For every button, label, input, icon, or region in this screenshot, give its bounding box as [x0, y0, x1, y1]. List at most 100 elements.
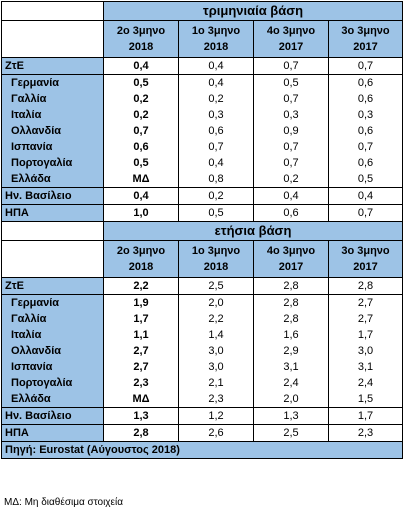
- row-label: Ην. Βασίλειο: [1, 407, 104, 425]
- value-cell: 2,8: [253, 294, 329, 311]
- table-row: Ισπανία 0,6 0,7 0,7 0,7: [1, 139, 403, 155]
- column-header-year: 2017: [353, 41, 378, 53]
- row-label: Ιταλία: [1, 327, 104, 343]
- empty-cell: [1, 221, 104, 241]
- value-cell: 2,3: [178, 391, 254, 408]
- value-cell: 0,5: [103, 155, 179, 171]
- table-row: Ολλανδία 0,7 0,6 0,9 0,6: [1, 123, 403, 139]
- value-cell: 0,4: [253, 187, 329, 205]
- value-cell: 2,4: [253, 375, 329, 391]
- value-cell: 2,8: [328, 277, 403, 295]
- table-row: ΖτΕ 0,4 0,4 0,7 0,7: [1, 57, 403, 75]
- value-cell: ΜΔ: [103, 171, 179, 188]
- column-header-year: 2018: [203, 261, 229, 273]
- value-cell: 2,3: [103, 375, 179, 391]
- value-cell: 2,8: [103, 424, 179, 442]
- value-cell: 0,3: [178, 107, 254, 123]
- row-label: ΖτΕ: [1, 57, 104, 75]
- value-cell: ΜΔ: [103, 391, 179, 408]
- value-cell: 1,7: [103, 311, 179, 327]
- value-cell: 0,8: [178, 171, 254, 188]
- value-cell: 2,7: [328, 311, 403, 327]
- value-cell: 2,2: [178, 311, 254, 327]
- table-row: Ιταλία 0,2 0,3 0,3 0,3: [1, 107, 403, 123]
- row-label: Γαλλία: [1, 311, 104, 327]
- table-row: Πορτογαλία 0,5 0,4 0,7 0,6: [1, 155, 403, 171]
- value-cell: 0,7: [253, 57, 329, 75]
- row-label: Ισπανία: [1, 359, 104, 375]
- value-cell: 0,4: [103, 57, 179, 75]
- column-header: 1ο 3μηνο 2018: [178, 240, 254, 278]
- row-label: Γερμανία: [1, 294, 104, 311]
- row-label: Ελλάδα: [1, 171, 104, 188]
- value-cell: 0,7: [253, 155, 329, 171]
- value-cell: 0,3: [253, 107, 329, 123]
- value-cell: 3,0: [178, 343, 254, 359]
- column-header: 3ο 3μηνο 2017: [328, 240, 403, 278]
- value-cell: 0,4: [103, 187, 179, 205]
- value-cell: 2,5: [253, 424, 329, 442]
- value-cell: 1,3: [253, 407, 329, 425]
- column-header-year: 2018: [128, 261, 154, 273]
- value-cell: 2,1: [178, 375, 254, 391]
- column-header: 2ο 3μηνο 2018: [103, 20, 179, 58]
- value-cell: 0,7: [253, 139, 329, 155]
- value-cell: 0,2: [253, 171, 329, 188]
- column-header-year: 2017: [278, 261, 304, 273]
- source-text: Πηγή: Eurostat (Αύγουστος 2018): [1, 441, 403, 459]
- value-cell: 0,7: [103, 123, 179, 139]
- value-cell: 0,2: [178, 187, 254, 205]
- table-row: Γερμανία 1,9 2,0 2,8 2,7: [1, 294, 403, 311]
- table-row: Γερμανία 0,5 0,4 0,5 0,6: [1, 74, 403, 91]
- value-cell: 0,7: [178, 139, 254, 155]
- value-cell: 2,0: [178, 294, 254, 311]
- column-header-year: 2018: [203, 41, 229, 53]
- value-cell: 0,4: [178, 155, 254, 171]
- column-header: 3ο 3μηνο 2017: [328, 20, 403, 58]
- value-cell: 2,8: [253, 311, 329, 327]
- column-header-quarter: 2ο 3μηνο: [116, 245, 166, 257]
- table-row: Ελλάδα ΜΔ 0,8 0,2 0,5: [1, 171, 403, 188]
- value-cell: 0,2: [103, 107, 179, 123]
- table-row: Πορτογαλία 2,3 2,1 2,4 2,4: [1, 375, 403, 391]
- value-cell: 3,0: [328, 343, 403, 359]
- row-label: ΗΠΑ: [1, 204, 104, 222]
- value-cell: 0,5: [178, 204, 254, 222]
- section-title: ετήσια βάση: [103, 221, 403, 241]
- value-cell: 0,5: [103, 74, 179, 91]
- column-header: 1ο 3μηνο 2018: [178, 20, 254, 58]
- section-title: τριμηνιαία βάση: [103, 1, 403, 21]
- footnote: ΜΔ: Μη διαθέσιμα στοιχεία: [4, 497, 124, 508]
- source-row: Πηγή: Eurostat (Αύγουστος 2018): [1, 441, 403, 459]
- empty-cell: [1, 20, 104, 58]
- value-cell: 0,9: [253, 123, 329, 139]
- value-cell: 2,6: [178, 424, 254, 442]
- section-title-row: ετήσια βάση: [1, 221, 403, 241]
- value-cell: 2,5: [178, 277, 254, 295]
- column-header-row: 2ο 3μηνο 2018 1ο 3μηνο 2018 4ο 3μηνο 2017 3ο 3…: [1, 240, 403, 278]
- row-label: ΗΠΑ: [1, 424, 104, 442]
- column-header-row: 2ο 3μηνο 2018 1ο 3μηνο 2018 4ο 3μηνο 2017 3ο 3…: [1, 20, 403, 58]
- value-cell: 2,0: [253, 391, 329, 408]
- column-header-quarter: 3ο 3μηνο: [341, 25, 390, 37]
- row-label: Ολλανδία: [1, 123, 104, 139]
- value-cell: 1,5: [328, 391, 403, 408]
- column-header-quarter: 4ο 3μηνο: [266, 245, 316, 257]
- row-label: ΖτΕ: [1, 277, 104, 295]
- column-header-year: 2018: [128, 41, 154, 53]
- value-cell: 0,3: [328, 107, 403, 123]
- value-cell: 1,3: [103, 407, 179, 425]
- column-header-year: 2017: [353, 261, 378, 273]
- row-label: Ισπανία: [1, 139, 104, 155]
- value-cell: 0,7: [253, 91, 329, 107]
- value-cell: 2,3: [328, 424, 403, 442]
- table-row: Ισπανία 2,7 3,0 3,1 3,1: [1, 359, 403, 375]
- value-cell: 0,6: [328, 155, 403, 171]
- row-label: Ελλάδα: [1, 391, 104, 408]
- table-row: Γαλλία 1,7 2,2 2,8 2,7: [1, 311, 403, 327]
- value-cell: 0,6: [253, 204, 329, 222]
- column-header: 2ο 3μηνο 2018: [103, 240, 179, 278]
- row-label: Ιταλία: [1, 107, 104, 123]
- row-label: Ολλανδία: [1, 343, 104, 359]
- value-cell: 2,9: [253, 343, 329, 359]
